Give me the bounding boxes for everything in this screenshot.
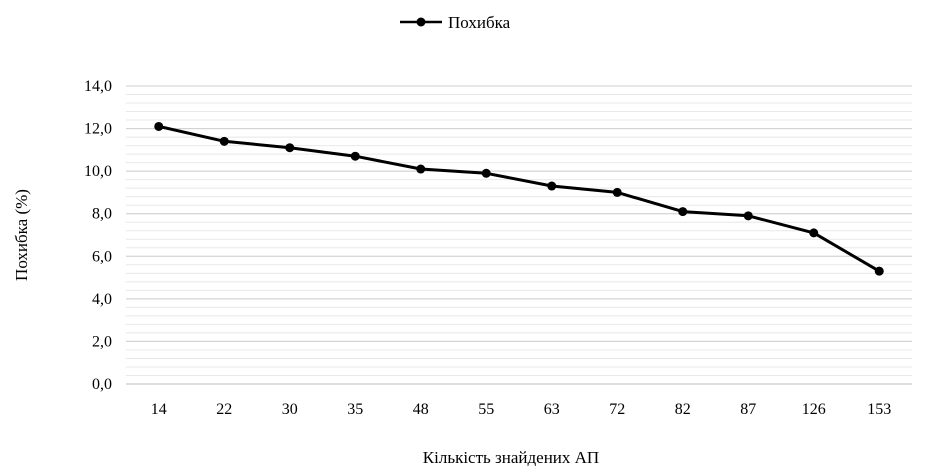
x-tick-label: 22 bbox=[216, 401, 232, 418]
x-tick-label: 126 bbox=[802, 401, 826, 418]
x-tick-label: 153 bbox=[867, 401, 891, 418]
y-tick-label: 2,0 bbox=[92, 333, 112, 350]
data-point bbox=[678, 207, 688, 217]
y-tick-label: 10,0 bbox=[84, 163, 112, 180]
data-point bbox=[350, 151, 360, 161]
y-tick-label: 4,0 bbox=[92, 291, 112, 308]
series-line bbox=[158, 124, 881, 273]
data-point bbox=[874, 266, 884, 276]
data-point bbox=[154, 121, 164, 131]
legend: Похибка bbox=[400, 13, 511, 32]
data-point bbox=[743, 211, 753, 221]
data-point bbox=[481, 168, 491, 178]
x-tick-label: 14 bbox=[151, 401, 167, 418]
y-tick-label: 6,0 bbox=[92, 248, 112, 265]
axes: 0,0 2,0 4,0 6,0 8,0 10,0 12,0 14,0 14 22 30 35 48 55 6… bbox=[84, 78, 912, 418]
x-tick-label: 48 bbox=[413, 401, 429, 418]
legend-dot-marker bbox=[416, 17, 426, 27]
data-point bbox=[219, 136, 229, 146]
y-axis-title: Похибка (%) bbox=[12, 189, 31, 281]
x-tick-label: 87 bbox=[740, 401, 756, 418]
data-point bbox=[416, 164, 426, 174]
x-tick-label: 82 bbox=[675, 401, 691, 418]
x-tick-label: 35 bbox=[347, 401, 363, 418]
y-tick-label: 0,0 bbox=[92, 376, 112, 393]
data-point bbox=[612, 187, 622, 197]
grid bbox=[126, 85, 912, 385]
series-layer bbox=[154, 121, 884, 276]
y-tick-label: 14,0 bbox=[84, 78, 112, 95]
x-tick-label: 72 bbox=[609, 401, 625, 418]
x-axis-title: Кількість знайдених АП bbox=[423, 448, 599, 466]
x-tick-label: 30 bbox=[282, 401, 298, 418]
data-point bbox=[547, 181, 557, 191]
x-tick-label: 63 bbox=[544, 401, 560, 418]
data-point bbox=[285, 143, 295, 153]
x-tick-label: 55 bbox=[478, 401, 494, 418]
y-tick-label: 8,0 bbox=[92, 206, 112, 223]
legend-label: Похибка bbox=[448, 13, 511, 32]
data-point bbox=[809, 228, 819, 238]
y-tick-label: 12,0 bbox=[84, 121, 112, 138]
